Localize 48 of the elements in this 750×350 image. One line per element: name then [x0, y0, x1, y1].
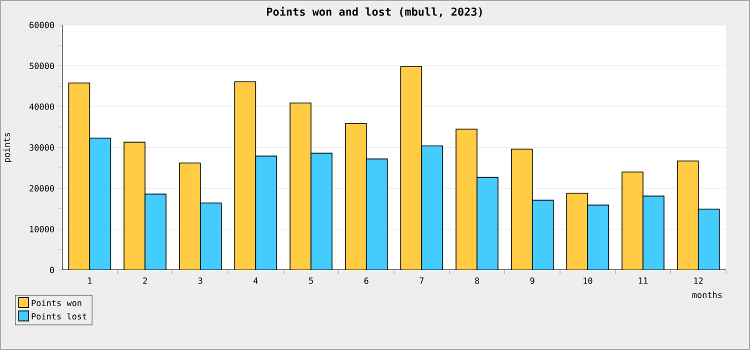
- y-tick-label: 10000: [30, 226, 54, 232]
- y-tick-label: 30000: [30, 144, 54, 151]
- y-axis-title: points: [3, 133, 12, 162]
- x-tick-label: 8: [475, 278, 480, 284]
- x-tick-label: 5: [309, 278, 313, 284]
- bar: [400, 66, 422, 270]
- x-tick-label: 6: [364, 278, 368, 284]
- x-tick-label: 10: [584, 278, 592, 284]
- legend-label: Points won: [32, 300, 82, 306]
- y-tick-label: 60000: [30, 22, 54, 28]
- bar: [290, 102, 312, 270]
- x-tick-label: 4: [254, 278, 258, 284]
- x-tick-label: 12: [694, 278, 703, 284]
- x-tick-label: 11: [638, 278, 648, 284]
- bar: [622, 172, 644, 270]
- bar: [366, 158, 388, 270]
- bar: [178, 162, 201, 270]
- legend-label: Points lost: [32, 312, 86, 320]
- y-tick-label: 0: [50, 266, 54, 274]
- bar: [510, 148, 533, 270]
- y-tick-label: 40000: [29, 103, 54, 110]
- chart-title: Points won and lost (mbull, 2023): [267, 6, 482, 18]
- bar: [234, 81, 256, 270]
- bar: [124, 142, 146, 270]
- bar: [642, 196, 664, 270]
- bar: [68, 82, 90, 270]
- y-tick-label: 50000: [30, 62, 54, 70]
- x-tick-label: 2: [143, 278, 147, 284]
- bar: [587, 204, 610, 270]
- x-tick-label: 9: [530, 278, 534, 284]
- y-tick-label: 20000: [30, 185, 54, 192]
- bar: [344, 123, 367, 270]
- bar: [89, 138, 112, 270]
- x-axis-title: months: [692, 292, 722, 298]
- x-tick-label: 3: [198, 278, 202, 284]
- bar: [456, 128, 478, 270]
- bar: [200, 202, 222, 270]
- x-tick-label: 1: [88, 278, 92, 284]
- bar: [255, 156, 278, 270]
- bar: [310, 152, 332, 270]
- bar: [698, 208, 720, 270]
- bar: [532, 200, 554, 270]
- bar: [566, 192, 588, 270]
- x-tick-label: 7: [420, 278, 424, 284]
- bar: [421, 145, 444, 270]
- bar: [144, 194, 166, 270]
- bar: [676, 160, 699, 270]
- bar: [476, 176, 498, 270]
